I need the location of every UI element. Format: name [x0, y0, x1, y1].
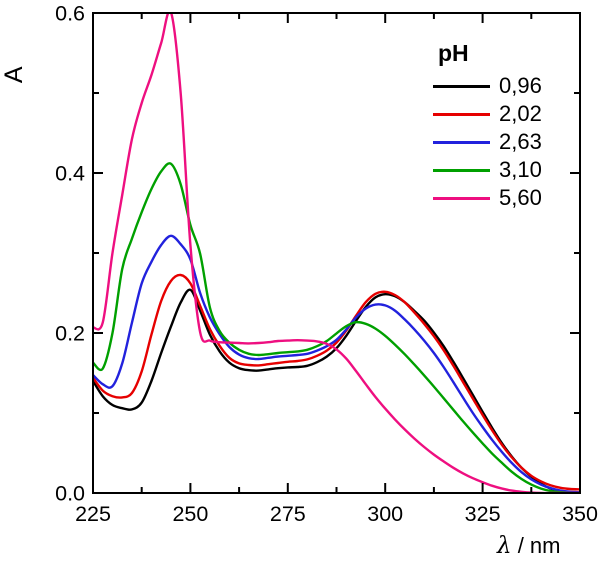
series-curve-ph-5,60 — [93, 13, 580, 493]
legend-item: 2,63 — [433, 128, 583, 156]
y-axis-title: A — [0, 65, 29, 84]
legend-item-label: 0,96 — [499, 73, 542, 98]
axis-ticks — [92, 12, 581, 494]
x-tick-label: 300 — [367, 502, 403, 526]
legend-item: 5,60 — [433, 184, 583, 212]
x-tick-label: 225 — [75, 502, 111, 526]
legend-line-swatch — [433, 84, 490, 88]
x-tick-label: 350 — [562, 502, 598, 526]
legend-line-swatch — [433, 196, 490, 200]
y-tick-label: 0.2 — [55, 322, 85, 346]
legend-item-label: 5,60 — [499, 185, 542, 210]
legend-line-swatch — [433, 168, 490, 172]
legend-title: pH — [438, 40, 469, 66]
x-tick-label: 250 — [172, 502, 208, 526]
tick-labels: 225 250 275 300 325 350 0.0 0.2 0.4 0.6 — [55, 2, 598, 527]
legend-item-label: 3,10 — [499, 157, 542, 182]
legend-line-swatch — [433, 112, 490, 116]
x-axis-title: λ / nm — [497, 533, 560, 559]
legend-item: 2,02 — [433, 100, 583, 128]
x-axis-title-units: / nm — [511, 533, 561, 558]
legend-item: 0,96 — [433, 72, 583, 100]
series-curve-ph-0,96 — [93, 288, 580, 493]
legend-item-label: 2,63 — [499, 129, 542, 154]
spectra-curves — [93, 13, 580, 493]
y-tick-label: 0.4 — [55, 162, 85, 186]
series-curve-ph-2,63 — [93, 234, 580, 493]
legend: pH 0,96 2,02 2,63 3,10 5,60 — [433, 40, 583, 212]
x-tick-label: 325 — [465, 502, 501, 526]
y-tick-label: 0.6 — [55, 2, 85, 26]
series-curve-ph-3,10 — [93, 162, 580, 493]
legend-line-swatch — [433, 140, 490, 144]
lambda-symbol: λ — [497, 533, 512, 559]
plot-frame — [92, 12, 581, 494]
legend-item-label: 2,02 — [499, 101, 542, 126]
y-tick-label: 0.0 — [55, 482, 85, 506]
series-curve-ph-2,02 — [93, 273, 580, 491]
legend-item: 3,10 — [433, 156, 583, 184]
x-tick-label: 275 — [270, 502, 306, 526]
